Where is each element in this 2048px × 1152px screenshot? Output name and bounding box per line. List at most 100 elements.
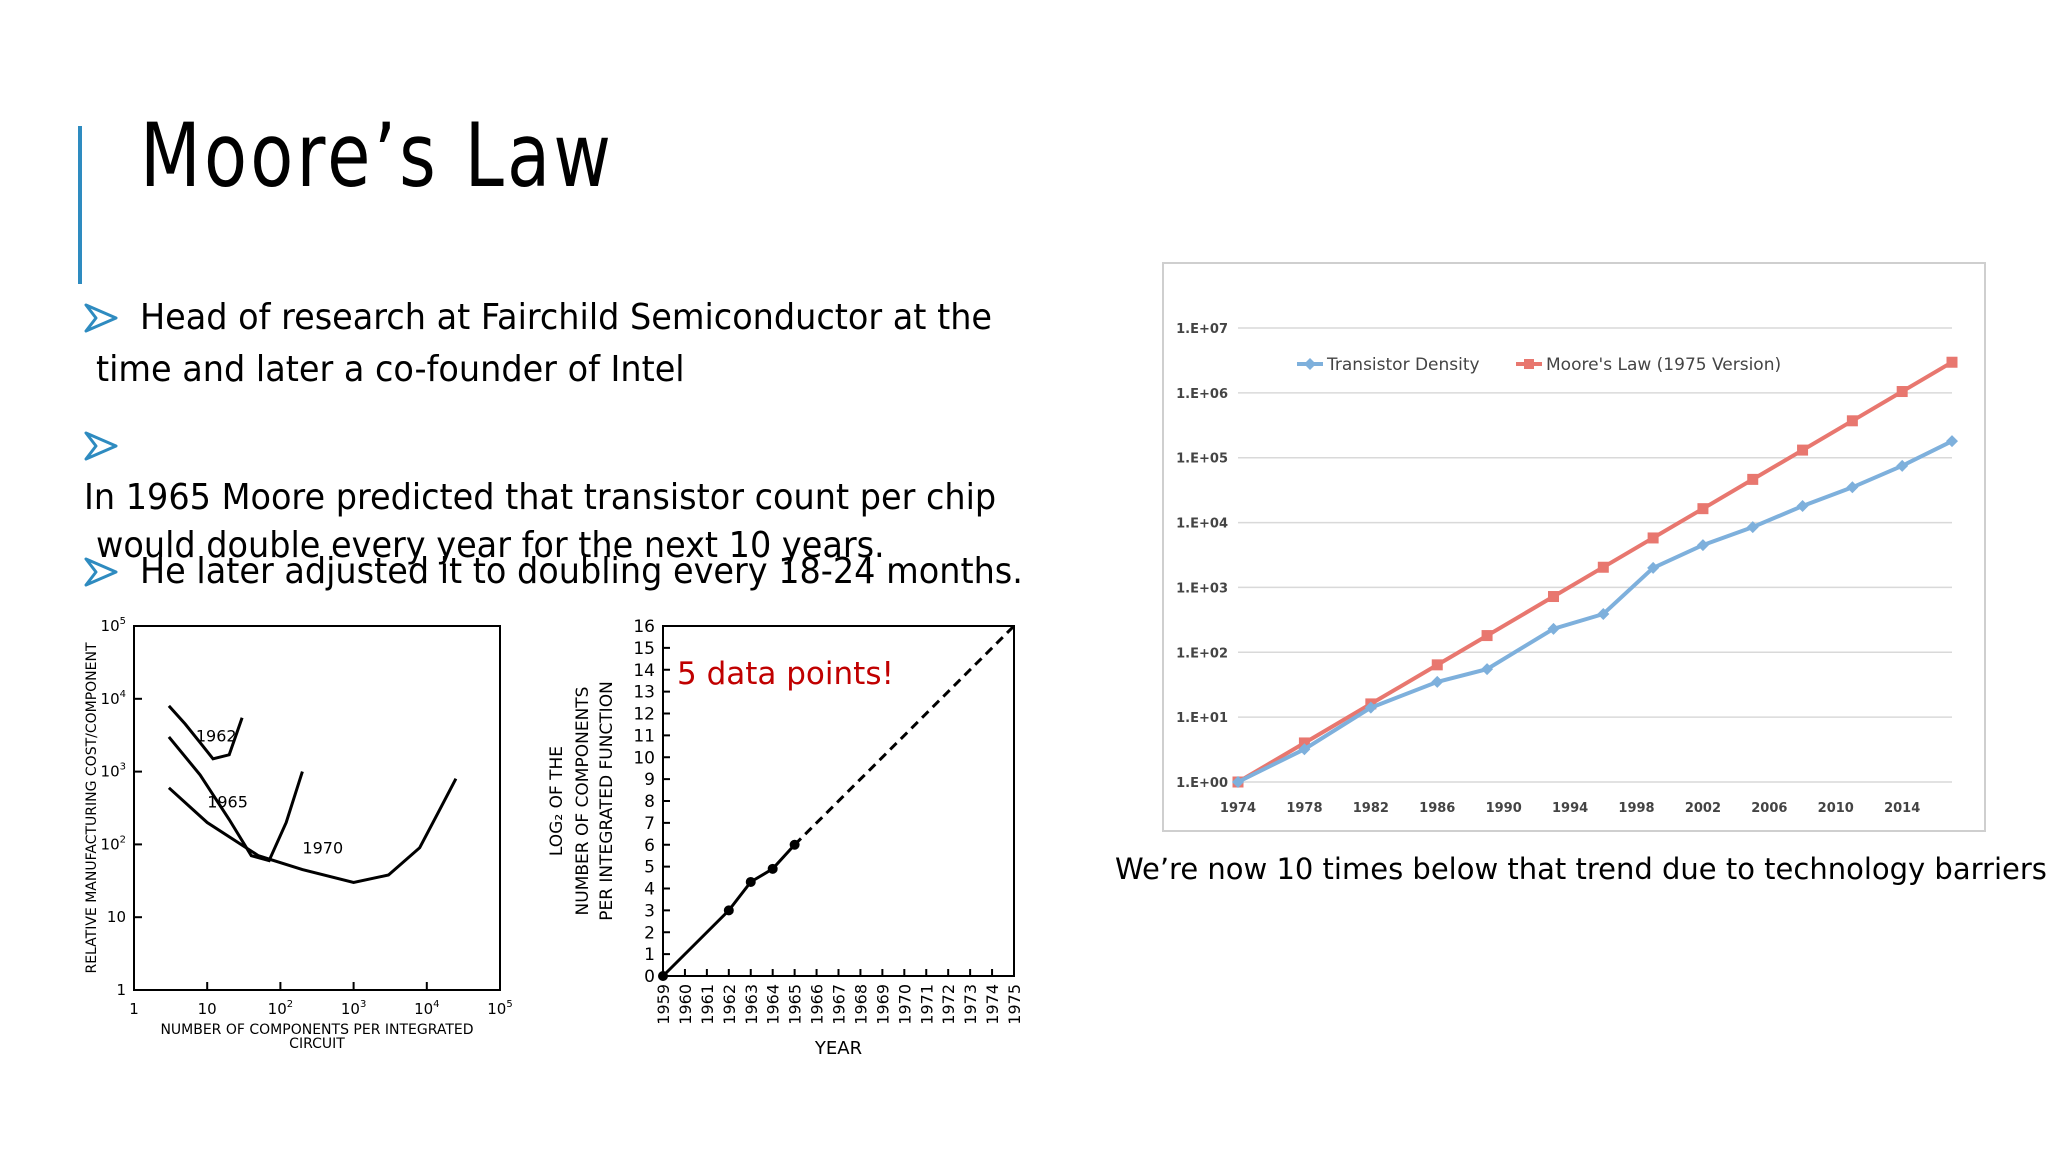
y-tick-label: 2 (644, 923, 655, 943)
arrow-bullet-icon (84, 552, 118, 600)
x-tick-label: 1970 (895, 984, 914, 1025)
x-tick-label: 1962 (720, 984, 739, 1025)
x-tick-label: 103 (341, 999, 366, 1018)
x-tick-label: 10 (198, 1000, 217, 1018)
y-tick-label: 1 (644, 945, 655, 965)
data-marker (1696, 539, 1709, 552)
x-tick-label: 1974 (1220, 801, 1256, 816)
y-tick-label: 1.E+01 (1176, 711, 1228, 726)
bullet-text-line1: He later adjusted it to doubling every 1… (140, 551, 1023, 592)
data-marker (1364, 701, 1377, 714)
y-tick-label: 12 (633, 705, 655, 725)
x-tick-label: 1966 (808, 984, 827, 1025)
y-tick-label: 3 (644, 901, 655, 921)
bullet-item: In 1965 Moore predicted that transistor … (84, 422, 1114, 570)
series-curve-1962 (167, 704, 244, 761)
chart-caption: We’re now 10 times below that trend due … (1115, 852, 2048, 886)
x-tick-label: 1969 (873, 984, 892, 1025)
data-point (767, 863, 778, 874)
data-marker (1846, 481, 1859, 494)
y-tick-label: 13 (633, 683, 655, 703)
data-marker (1796, 500, 1809, 513)
y-tick-label: 16 (633, 617, 655, 637)
series-curve-1970 (167, 778, 458, 885)
y-tick-label: 10 (107, 908, 126, 926)
series-label: 1962 (196, 726, 237, 745)
data-marker (1746, 521, 1759, 534)
data-marker (1896, 459, 1909, 472)
x-tick-label: 2002 (1685, 801, 1721, 816)
x-tick-label: 102 (268, 999, 293, 1018)
y-axis-label: RELATIVE MANUFACTURING COST/COMPONENT (84, 642, 100, 973)
y-tick-label: 105 (101, 616, 126, 635)
data-marker (1431, 675, 1444, 688)
data-marker (1846, 415, 1858, 427)
series-line (1236, 360, 1954, 784)
data-marker (1647, 561, 1660, 574)
x-tick-label: 1975 (1005, 984, 1024, 1025)
y-tick-label: 11 (633, 726, 655, 746)
y-tick-label: 6 (644, 836, 655, 856)
arrow-bullet-icon (84, 298, 118, 346)
x-tick-label: 1990 (1486, 801, 1522, 816)
y-tick-label: 1.E+00 (1176, 776, 1228, 791)
y-tick-label: 9 (644, 770, 655, 790)
x-tick-label: 1960 (676, 984, 695, 1025)
data-marker (1481, 663, 1494, 676)
x-tick-label: 1973 (961, 984, 980, 1025)
y-tick-label: 103 (101, 762, 126, 781)
x-tick-label: 1998 (1618, 801, 1654, 816)
x-axis-label: YEAR (814, 1038, 862, 1059)
y-tick-label: 5 (644, 858, 655, 878)
bullet-item: Head of research at Fairchild Semiconduc… (84, 294, 1114, 394)
data-marker (1697, 503, 1709, 515)
legend-swatch-marker (1524, 359, 1534, 369)
y-tick-label: 8 (644, 792, 655, 812)
legend-swatch-marker (1304, 358, 1316, 370)
x-tick-label: 1982 (1353, 801, 1389, 816)
x-tick-label: 1963 (742, 984, 761, 1025)
x-tick-label: 1 (129, 1000, 139, 1018)
x-tick-label: 2014 (1884, 801, 1920, 816)
y-tick-label: 1.E+02 (1176, 646, 1228, 661)
data-marker (1946, 435, 1958, 448)
y-tick-label: 15 (633, 639, 655, 659)
x-tick-label: 2010 (1818, 801, 1854, 816)
x-tick-label: 104 (414, 999, 439, 1018)
y-tick-label: 102 (101, 834, 126, 853)
series-line (1237, 439, 1953, 784)
x-tick-label: 1978 (1286, 801, 1322, 816)
data-marker (1232, 776, 1244, 788)
data-marker (1481, 630, 1493, 642)
y-tick-label: 7 (644, 814, 655, 834)
data-marker (1597, 561, 1609, 573)
y-tick-label: 10 (633, 748, 655, 768)
arrow-bullet-icon (84, 426, 118, 474)
data-marker (1547, 622, 1560, 635)
chart-frame (1162, 262, 1986, 832)
data-marker (1797, 444, 1809, 456)
cost-per-component-chart: 1 10 102 103 104 105 1 10 102 103 104 105 1962 1965 19… (84, 616, 513, 1052)
x-axis-label: NUMBER OF COMPONENTS PER INTEGRATED (160, 1022, 473, 1038)
y-tick-label: 1.E+07 (1176, 322, 1228, 337)
extrapolation-line (793, 624, 1016, 846)
data-marker (1896, 386, 1908, 398)
x-tick-label: 2006 (1751, 801, 1787, 816)
y-tick-label: 1 (116, 981, 126, 999)
bullet-text-line2: time and later a co-founder of Intel (96, 349, 685, 390)
y-tick-label: 1.E+04 (1176, 517, 1228, 532)
series-label: 1965 (207, 793, 248, 812)
annotation-text: 5 data points! (677, 656, 894, 692)
x-tick-label: 1986 (1419, 801, 1455, 816)
bullet-text-line1: In 1965 Moore predicted that transistor … (84, 477, 997, 518)
legend-label: Moore's Law (1975 Version) (1546, 355, 1781, 375)
x-tick-label: 1964 (764, 984, 783, 1025)
data-marker (1946, 356, 1958, 368)
x-tick-label: 105 (487, 999, 512, 1018)
data-point (723, 905, 734, 916)
x-tick-label: 1965 (786, 984, 805, 1025)
slide-title: Moore’s Law (140, 104, 615, 207)
data-marker (1298, 737, 1310, 749)
